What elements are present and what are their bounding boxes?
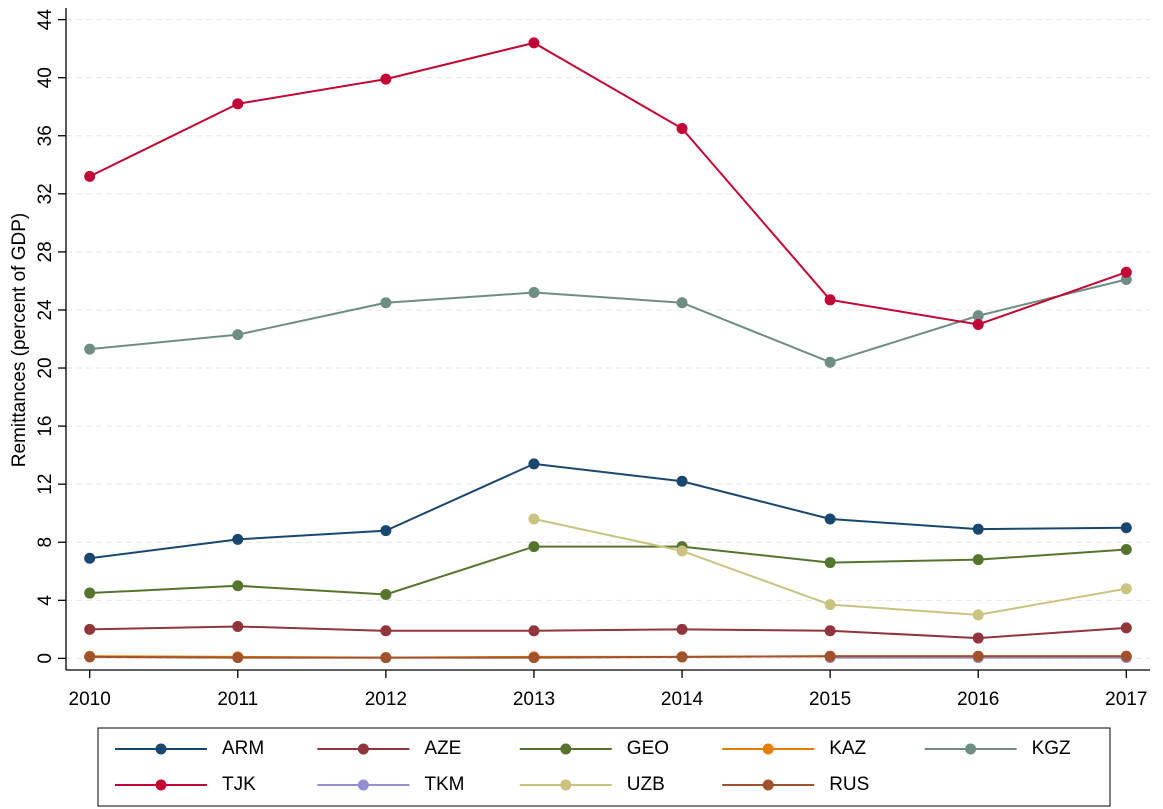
data-point: [676, 475, 688, 487]
data-point: [380, 525, 392, 537]
data-point: [380, 297, 392, 309]
data-point: [972, 318, 984, 330]
data-point: [528, 652, 540, 664]
data-point: [972, 609, 984, 621]
legend-label: ARM: [222, 738, 264, 759]
y-tick-label: 40: [35, 67, 56, 88]
legend-label: KGZ: [1032, 738, 1071, 759]
legend-label: GEO: [627, 738, 669, 759]
series-line: [89, 625, 1127, 640]
y-tick-label: 8: [35, 537, 56, 548]
data-point: [676, 623, 688, 635]
y-tick-label: 12: [35, 474, 56, 495]
data-point: [824, 513, 836, 525]
data-point: [824, 599, 836, 611]
data-point: [232, 620, 244, 632]
legend-marker: [560, 779, 572, 791]
data-point: [528, 458, 540, 470]
y-tick-label: 0: [35, 653, 56, 664]
data-point: [528, 625, 540, 637]
data-point: [84, 623, 96, 635]
y-tick-label: 28: [35, 241, 56, 262]
x-tick-label: 2016: [957, 689, 999, 710]
series-line: [89, 655, 1127, 659]
data-point: [84, 343, 96, 355]
legend-marker: [357, 779, 369, 791]
data-point: [232, 652, 244, 664]
x-tick-label: 2013: [513, 689, 555, 710]
data-point: [1120, 650, 1132, 662]
data-point: [972, 523, 984, 535]
data-point: [676, 297, 688, 309]
series-line: [89, 545, 1127, 596]
data-point: [824, 625, 836, 637]
legend-marker: [965, 743, 977, 755]
data-point: [824, 650, 836, 662]
y-tick-label: 20: [35, 357, 56, 378]
legend-marker: [155, 779, 167, 791]
data-point: [824, 557, 836, 569]
data-point: [676, 122, 688, 134]
y-tick-label: 24: [35, 299, 56, 321]
data-point: [232, 533, 244, 545]
data-point: [1120, 622, 1132, 634]
y-tick-label: 44: [35, 9, 56, 31]
x-tick-label: 2015: [809, 689, 851, 710]
data-point: [380, 73, 392, 85]
legend-label: AZE: [424, 738, 461, 759]
legend-label: TJK: [222, 774, 256, 795]
y-tick-label: 36: [35, 125, 56, 146]
data-point: [972, 310, 984, 322]
legend-marker: [357, 743, 369, 755]
legend-label: UZB: [627, 774, 665, 795]
x-tick-label: 2014: [661, 689, 704, 710]
series-line: [89, 41, 1127, 326]
data-point: [972, 554, 984, 566]
data-point: [1120, 544, 1132, 556]
data-point: [676, 545, 688, 557]
data-point: [1120, 522, 1132, 534]
data-point: [1120, 583, 1132, 595]
series-line: [89, 462, 1127, 560]
x-tick-label: 2012: [365, 689, 407, 710]
x-tick-label: 2017: [1105, 689, 1147, 710]
data-point: [380, 589, 392, 601]
legend-label: TKM: [424, 774, 464, 795]
legend-marker: [762, 743, 774, 755]
data-point: [824, 294, 836, 306]
data-point: [528, 541, 540, 553]
data-point: [232, 580, 244, 592]
legend-label: RUS: [829, 774, 869, 795]
data-point: [84, 552, 96, 564]
x-tick-label: 2011: [217, 689, 258, 710]
data-point: [380, 625, 392, 637]
data-point: [528, 513, 540, 525]
data-point: [232, 98, 244, 110]
y-tick-label: 32: [35, 183, 56, 204]
data-point: [232, 329, 244, 341]
data-point: [380, 652, 392, 664]
legend-marker: [560, 743, 572, 755]
legend-marker: [155, 743, 167, 755]
data-point: [972, 650, 984, 662]
data-point: [528, 37, 540, 49]
legend-box: [97, 727, 1111, 807]
data-point: [84, 170, 96, 182]
data-point: [1120, 266, 1132, 278]
legend-label: KAZ: [829, 738, 866, 759]
data-point: [676, 651, 688, 663]
y-tick-label: 4: [35, 595, 56, 606]
x-tick-label: 2010: [69, 689, 111, 710]
data-point: [84, 651, 96, 663]
legend-marker: [762, 779, 774, 791]
data-point: [84, 587, 96, 599]
y-tick-label: 16: [35, 416, 56, 437]
data-point: [824, 356, 836, 368]
y-axis-label: Remittances (percent of GDP): [9, 213, 30, 467]
data-point: [528, 287, 540, 299]
data-point: [972, 632, 984, 644]
series-line: [89, 278, 1127, 364]
